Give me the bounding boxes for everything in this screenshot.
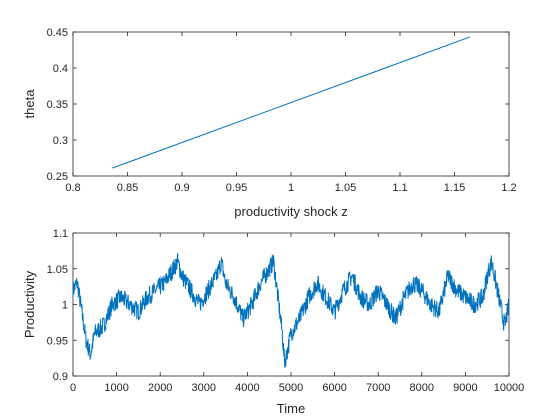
x-tick-label: 0.85 [117,182,138,194]
x-tick-label: 0.8 [65,182,80,194]
x-axis-label: productivity shock z [234,204,347,219]
productivity-line [73,253,509,368]
x-tick-label: 3000 [192,382,216,394]
x-tick-label: 1.2 [501,182,516,194]
y-tick-label: 1 [62,300,68,312]
x-tick-label: 1 [288,182,294,194]
y-tick-label: 0.3 [53,135,68,147]
y-tick-label: 0.45 [47,27,68,39]
x-tick-label: 4000 [235,382,259,394]
x-tick-label: 0.9 [174,182,189,194]
theta-line [112,36,470,169]
x-tick-label: 7000 [366,382,390,394]
x-tick-label: 1.1 [392,182,407,194]
y-tick-label: 0.25 [47,171,68,183]
y-tick-label: 1.1 [53,228,68,240]
y-tick-label: 0.4 [53,63,68,75]
x-tick-label: 1.05 [335,182,356,194]
x-tick-label: 5000 [279,382,303,394]
y-tick-label: 0.95 [47,335,68,347]
x-tick-label: 2000 [148,382,172,394]
x-tick-label: 8000 [410,382,434,394]
x-tick-label: 0 [70,382,76,394]
y-axis-label: theta [22,89,37,119]
x-tick-label: 10000 [494,382,525,394]
y-tick-label: 0.9 [53,371,68,383]
y-tick-label: 1.05 [47,264,68,276]
theta-vs-shock-axes: 0.8 0.85 0.9 0.95 1 1.05 1.1 1.15 1.2 0.25 0.3 0.35… [22,27,517,219]
y-axis-label: Productivity [22,270,37,338]
x-tick-label: 9000 [453,382,477,394]
axes-frame [72,31,510,177]
y-tick-label: 0.35 [47,99,68,111]
productivity-time-axes: 0 1000 2000 3000 4000 5000 6000 7000 8000 9000 100… [22,228,524,416]
x-tick-label: 1.15 [444,182,465,194]
x-tick-label: 0.95 [226,182,247,194]
x-tick-label: 6000 [322,382,346,394]
x-axis-label: Time [277,401,305,416]
x-tick-label: 1000 [104,382,128,394]
